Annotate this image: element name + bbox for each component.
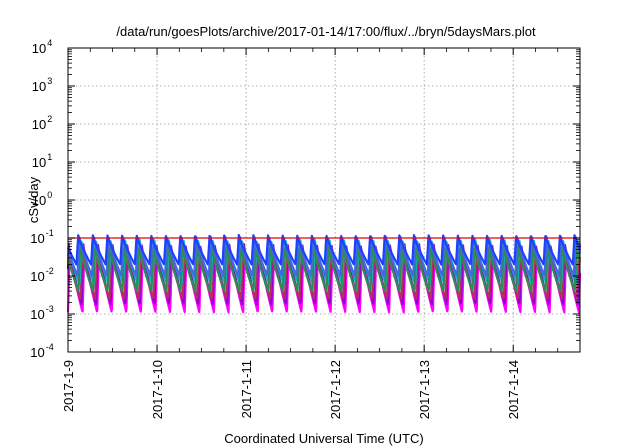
x-axis-label: Coordinated Universal Time (UTC) [224, 431, 423, 446]
y-tick-label: 10-1 [30, 228, 53, 246]
y-tick-label: 102 [32, 114, 52, 132]
x-tick-label: 2017-1-9 [61, 360, 76, 412]
x-tick-label: 2017-1-11 [239, 360, 254, 418]
series-line [67, 233, 581, 266]
x-axis: 2017-1-9 2017-1-10 2017-1-11 2017-1-12 2017-… [61, 48, 581, 419]
grid [68, 48, 580, 352]
y-tick-label: 104 [32, 38, 52, 56]
y-tick-label: 10-2 [30, 266, 53, 284]
chart-title: /data/run/goesPlots/archive/2017-01-14/1… [116, 24, 536, 39]
y-tick-label: 10-3 [30, 304, 53, 322]
series-group [66, 233, 582, 314]
y-tick-label: 103 [32, 76, 52, 94]
series-line [66, 245, 582, 293]
y-tick-label: 101 [32, 152, 52, 170]
y-axis-label: cSv/day [26, 176, 41, 223]
x-tick-label: 2017-1-13 [417, 360, 432, 419]
x-tick-label: 2017-1-12 [328, 360, 343, 419]
x-tick-label: 2017-1-14 [506, 360, 521, 419]
x-tick-label: 2017-1-10 [150, 360, 165, 419]
y-tick-label: 10-4 [30, 342, 53, 360]
